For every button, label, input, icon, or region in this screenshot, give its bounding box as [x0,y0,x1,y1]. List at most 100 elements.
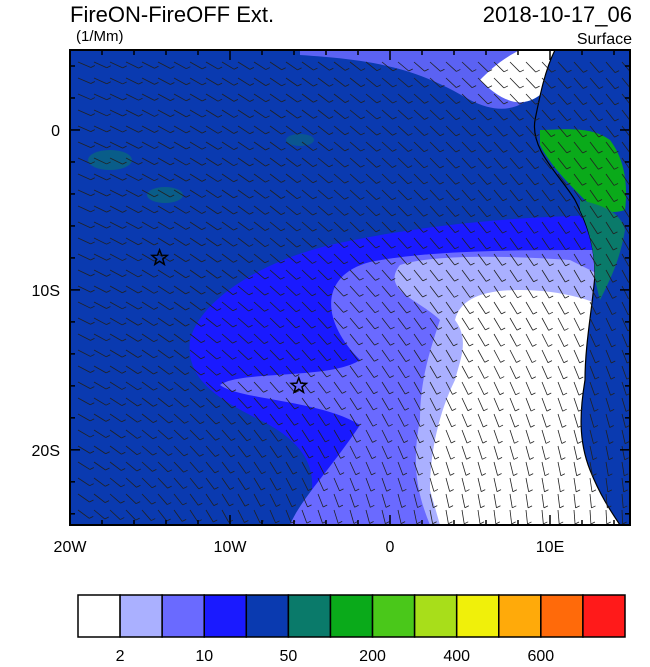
wind-barb-flag [546,424,551,428]
wind-barb-flag [90,81,96,84]
wind-barb-flag [535,118,540,121]
wind-barb-flag [138,242,143,246]
wind-barb [205,461,216,474]
wind-barb-flag [200,405,205,408]
wind-barb-flag [344,164,349,168]
wind-barb [573,237,582,251]
wind-barb-flag [324,455,330,459]
wind-barb-flag [89,515,94,519]
wind-barb [237,205,250,215]
wind-barb-flag [407,213,412,217]
wind-barb-flag [106,209,111,213]
wind-barb-flag [499,408,504,412]
colorbar-label: 2 [115,648,125,665]
wind-barb [381,61,394,72]
wind-barb [365,493,371,508]
wind-barb [269,285,281,296]
wind-barb-flag [313,99,318,103]
wind-barb-flag [562,392,568,396]
wind-barb-flag [372,440,377,443]
wind-barb [141,413,154,423]
wind-barb-flag [376,116,381,120]
wind-barb-flag [358,374,363,378]
wind-barb-flag [105,435,110,438]
wind-barb [477,269,487,282]
wind-barb [125,221,139,230]
wind-barb-flag [469,311,474,314]
wind-barb-flag [392,68,398,72]
wind-barb-flag [185,339,190,343]
wind-barb-flag [122,81,127,85]
wind-barb [157,445,169,456]
wind-barb [509,365,517,379]
wind-barb-flag [591,489,597,493]
wind-barb-flag [548,327,553,331]
wind-barb [413,237,424,249]
wind-barb [605,397,611,412]
lat-tick-label: 0 [51,123,60,140]
wind-barb [157,493,168,505]
wind-barb [141,317,155,326]
wind-barb-flag [535,69,540,73]
wind-barb-flag [551,85,556,89]
wind-barb-flag [201,162,207,166]
wind-barb-flag [265,83,270,87]
wind-barb-flag [217,259,222,263]
wind-barb [621,157,630,170]
wind-barb-flag [501,295,506,299]
wind-barb [93,301,107,309]
wind-barb [109,157,123,165]
wind-barb [573,493,577,508]
wind-barb [429,429,436,444]
wind-barb [317,205,329,216]
wind-barb-flag [231,421,236,425]
wind-barb [77,461,91,470]
wind-barb-flag [550,150,556,154]
wind-barb [621,221,630,235]
wind-barb-flag [373,375,379,378]
wind-barb-flag [201,307,206,311]
wind-barb-flag [248,292,254,296]
wind-barb [317,269,329,281]
wind-barb [221,381,233,393]
colorbar-swatch [161,594,205,638]
wind-barb [253,461,263,474]
wind-barb [525,205,535,218]
datetime-label: 2018-10-17_06 [482,2,632,27]
wind-barb-flag [390,326,395,330]
wind-barb [445,365,454,379]
wind-barb [285,461,294,475]
wind-barb-flag [531,392,536,396]
wind-barb-flag [359,261,364,265]
wind-barb-flag [198,486,203,490]
wind-barb [541,397,548,412]
wind-barb-flag [549,263,554,267]
wind-barb-flag [307,488,313,491]
wind-barb [109,381,123,390]
wind-barb [429,365,438,379]
wind-barb-flag [486,230,491,234]
wind-barb-flag [407,262,412,265]
wind-barb-flag [184,372,190,376]
wind-barb [333,157,345,168]
wind-barb-flag [596,295,601,299]
wind-barb [509,381,517,395]
wind-barb-flag [375,213,381,217]
wind-barb [589,173,599,186]
wind-barb-flag [534,182,539,186]
wind-barb [93,61,107,69]
wind-barb [429,77,441,88]
wind-barb [413,125,425,136]
wind-barb-flag [486,246,491,250]
wind-barb [445,381,453,395]
wind-barb [301,77,314,87]
wind-barb [301,61,314,71]
wind-barb [541,477,545,492]
wind-barb-flag [436,408,441,411]
wind-barb-flag [549,279,554,283]
wind-barb-flag [153,339,158,343]
wind-barb [445,397,453,411]
wind-barb [157,109,171,118]
wind-barb-flag [435,424,441,428]
wind-barb-flag [122,306,127,310]
